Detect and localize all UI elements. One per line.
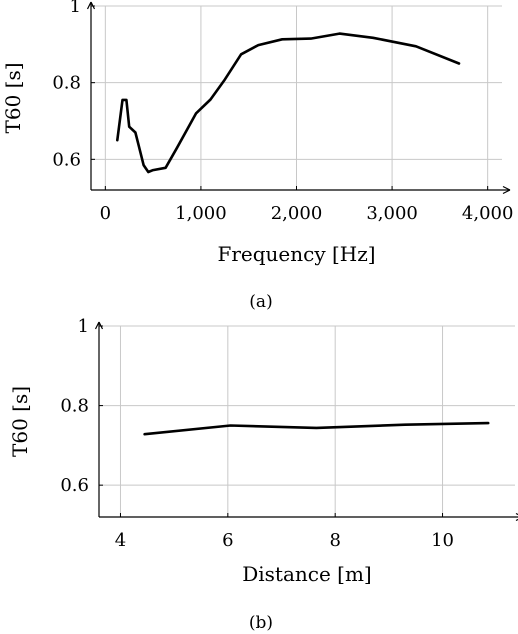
x-tick-label: 10	[431, 530, 454, 551]
data-point	[338, 32, 341, 35]
y-axis-label: T60 [s]	[1, 62, 25, 133]
series-line	[116, 32, 461, 174]
x-tick-label: 4	[115, 530, 126, 551]
y-axis-label: T60 [s]	[8, 386, 32, 457]
y-tick-label: 0.6	[60, 475, 89, 496]
data-point	[487, 422, 489, 424]
data-point	[458, 62, 460, 65]
data-point	[137, 145, 140, 147]
panel-caption: (b)	[249, 613, 273, 633]
x-tick-label: 1,000	[175, 203, 227, 224]
data-point	[152, 169, 154, 171]
y-tick-label: 1	[78, 316, 89, 337]
data-point	[142, 164, 145, 166]
data-point	[224, 78, 226, 81]
data-point	[315, 427, 318, 429]
data-point	[310, 37, 312, 40]
data-point	[116, 139, 119, 141]
data-point	[134, 131, 137, 134]
panel-caption: (a)	[249, 292, 272, 312]
x-axis-arrow	[502, 185, 511, 195]
data-point	[176, 147, 178, 149]
data-point	[240, 53, 242, 56]
data-point	[229, 424, 232, 427]
data-point	[195, 112, 197, 115]
y-tick-label: 0.8	[52, 73, 81, 94]
data-point	[147, 171, 150, 173]
data-point	[404, 423, 406, 426]
x-tick-label: 2,000	[271, 203, 323, 224]
y-tick-label: 0.6	[52, 149, 81, 170]
data-point	[128, 125, 131, 128]
x-tick-label: 4,000	[462, 203, 514, 224]
x-tick-label: 8	[329, 530, 340, 551]
data-point	[121, 99, 124, 101]
chart-panel-b: 4 6 8 10 0.6 0.8 1 Distance [m] T60 [s] (b)	[8, 316, 518, 633]
y-tick-label: 0.8	[60, 396, 89, 417]
data-point	[257, 44, 260, 46]
x-axis-label: Distance [m]	[242, 562, 372, 586]
data-point	[143, 433, 146, 436]
x-tick-label: 3,000	[366, 203, 418, 224]
y-tick-label: 1	[70, 0, 81, 17]
data-point	[281, 38, 283, 41]
data-point	[164, 166, 167, 169]
data-point	[209, 98, 212, 101]
data-point	[372, 37, 374, 39]
chart-panel-a: 0 1,000 2,000 3,000 4,000 0.6 0.8 1 Frequency [H…	[1, 0, 513, 312]
x-axis-arrow	[515, 512, 518, 522]
x-tick-label: 0	[100, 203, 111, 224]
data-point	[415, 45, 417, 48]
x-tick-label: 6	[222, 530, 233, 551]
x-axis-label: Frequency [Hz]	[217, 242, 375, 266]
data-point	[125, 99, 128, 101]
